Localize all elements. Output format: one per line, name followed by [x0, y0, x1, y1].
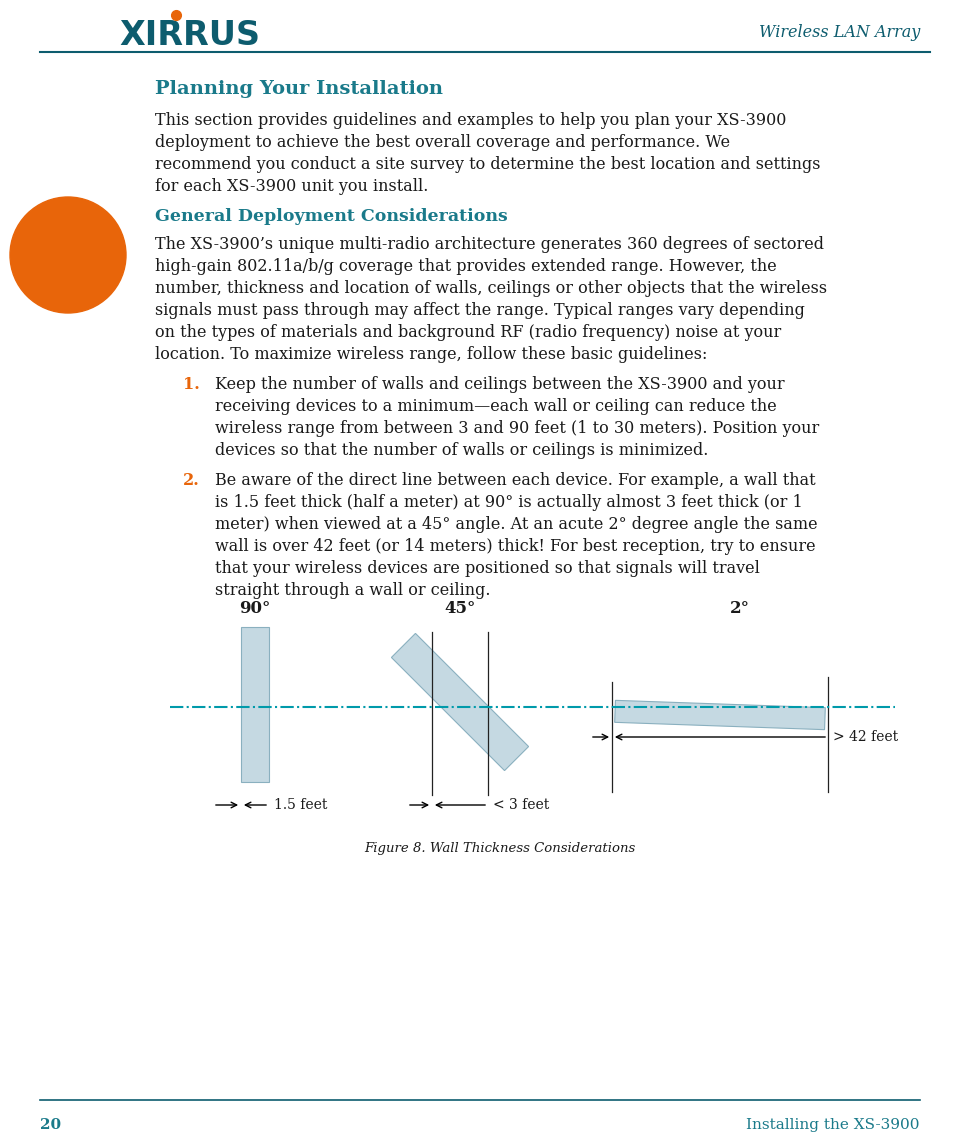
Text: Installing the XS-3900: Installing the XS-3900	[746, 1118, 920, 1132]
Text: < 3 feet: < 3 feet	[493, 798, 549, 813]
Text: deployment to achieve the best overall coverage and performance. We: deployment to achieve the best overall c…	[155, 134, 730, 151]
Text: Figure 8. Wall Thickness Considerations: Figure 8. Wall Thickness Considerations	[364, 842, 635, 855]
Text: wireless range from between 3 and 90 feet (1 to 30 meters). Position your: wireless range from between 3 and 90 fee…	[215, 420, 819, 437]
Text: This section provides guidelines and examples to help you plan your XS-3900: This section provides guidelines and exa…	[155, 112, 787, 129]
Text: devices so that the number of walls or ceilings is minimized.: devices so that the number of walls or c…	[215, 442, 708, 459]
Text: 2°: 2°	[730, 600, 750, 617]
Text: Wireless LAN Array: Wireless LAN Array	[759, 24, 920, 41]
Text: 90°: 90°	[240, 600, 271, 617]
Text: Planning Your Installation: Planning Your Installation	[155, 80, 443, 98]
Text: signals must pass through may affect the range. Typical ranges vary depending: signals must pass through may affect the…	[155, 302, 805, 319]
Text: 20: 20	[40, 1118, 61, 1132]
Text: wall is over 42 feet (or 14 meters) thick! For best reception, try to ensure: wall is over 42 feet (or 14 meters) thic…	[215, 538, 815, 555]
Text: is 1.5 feet thick (half a meter) at 90° is actually almost 3 feet thick (or 1: is 1.5 feet thick (half a meter) at 90° …	[215, 494, 803, 511]
Text: recommend you conduct a site survey to determine the best location and settings: recommend you conduct a site survey to d…	[155, 156, 820, 173]
Text: 2.: 2.	[183, 472, 200, 489]
Text: for each XS-3900 unit you install.: for each XS-3900 unit you install.	[155, 178, 428, 195]
Text: The XS-3900’s unique multi-radio architecture generates 360 degrees of sectored: The XS-3900’s unique multi-radio archite…	[155, 236, 824, 253]
Text: meter) when viewed at a 45° angle. At an acute 2° degree angle the same: meter) when viewed at a 45° angle. At an…	[215, 516, 817, 533]
Bar	[241, 627, 269, 782]
Text: Keep the number of walls and ceilings between the XS-3900 and your: Keep the number of walls and ceilings be…	[215, 376, 785, 393]
Text: that your wireless devices are positioned so that signals will travel: that your wireless devices are positione…	[215, 560, 760, 577]
Text: General Deployment Considerations: General Deployment Considerations	[155, 208, 508, 225]
Polygon shape	[615, 700, 826, 729]
Text: straight through a wall or ceiling.: straight through a wall or ceiling.	[215, 582, 490, 599]
Text: 45°: 45°	[445, 600, 476, 617]
Text: high-gain 802.11a/b/g coverage that provides extended range. However, the: high-gain 802.11a/b/g coverage that prov…	[155, 258, 777, 275]
Text: XIRRUS: XIRRUS	[120, 18, 261, 51]
Text: > 42 feet: > 42 feet	[833, 729, 898, 744]
Text: location. To maximize wireless range, follow these basic guidelines:: location. To maximize wireless range, fo…	[155, 346, 707, 363]
Text: number, thickness and location of walls, ceilings or other objects that the wire: number, thickness and location of walls,…	[155, 280, 827, 297]
Circle shape	[10, 197, 126, 313]
Text: receiving devices to a minimum—each wall or ceiling can reduce the: receiving devices to a minimum—each wall…	[215, 398, 777, 415]
Text: 1.: 1.	[183, 376, 200, 393]
Text: Be aware of the direct line between each device. For example, a wall that: Be aware of the direct line between each…	[215, 472, 815, 489]
Polygon shape	[392, 634, 529, 770]
Text: on the types of materials and background RF (radio frequency) noise at your: on the types of materials and background…	[155, 324, 782, 341]
Text: 1.5 feet: 1.5 feet	[274, 798, 328, 813]
